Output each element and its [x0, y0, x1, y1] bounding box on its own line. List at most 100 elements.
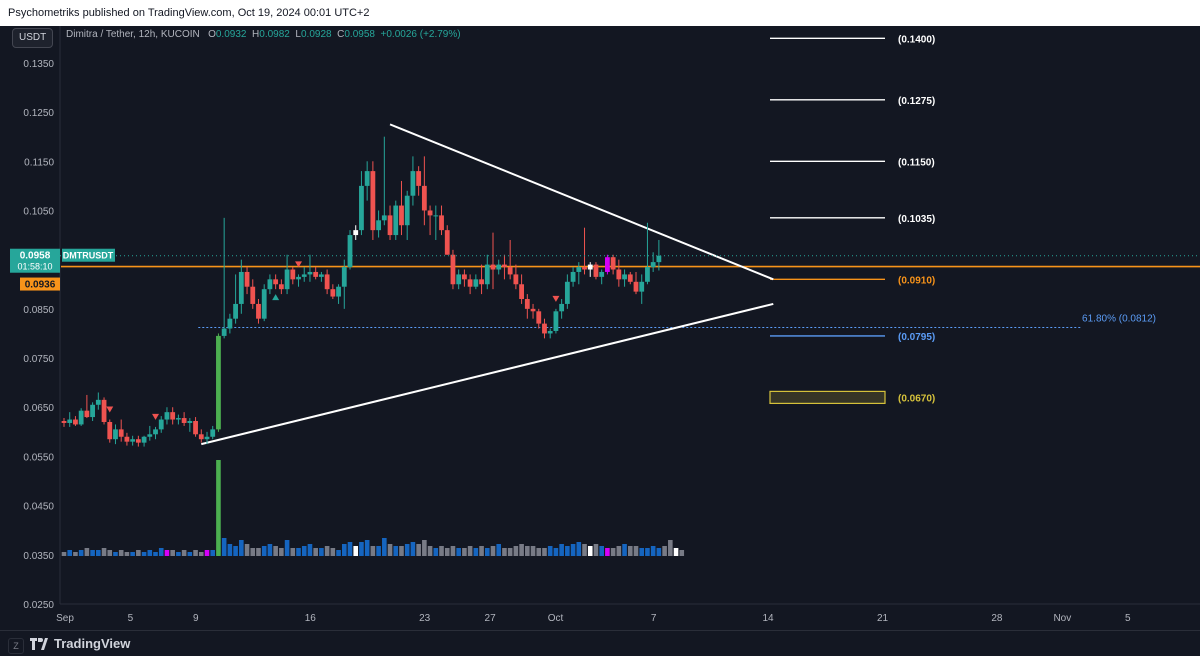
- volume-bar: [164, 550, 170, 556]
- volume-bar: [610, 548, 616, 556]
- candle-body: [227, 318, 233, 329]
- volume-bar: [301, 546, 307, 556]
- volume-bar: [296, 548, 301, 556]
- candle-body: [479, 279, 484, 285]
- volume-bar: [290, 548, 296, 556]
- candle-body: [73, 419, 78, 425]
- candle-body: [336, 286, 341, 297]
- volume-bar: [627, 546, 633, 556]
- target-label: (0.0795): [898, 332, 935, 343]
- candle-body: [370, 171, 376, 231]
- sell-signal-icon: [295, 261, 303, 268]
- candle-body: [530, 308, 536, 312]
- volume-bar: [507, 548, 513, 556]
- sell-signal-icon: [552, 295, 560, 302]
- volume-bar: [359, 542, 364, 556]
- candle-body: [576, 267, 582, 272]
- volume-bar: [633, 546, 639, 556]
- candle-body: [433, 215, 439, 217]
- volume-bar: [233, 546, 238, 556]
- candle-body: [507, 267, 513, 275]
- y-tick-label: 0.0550: [23, 452, 54, 463]
- y-tick-label: 0.1050: [23, 206, 54, 217]
- low-label: L: [295, 29, 301, 40]
- open-label: O: [208, 29, 216, 40]
- tradingview-logo[interactable]: TradingView: [30, 636, 130, 651]
- candle-body: [439, 215, 444, 231]
- volume-bar: [490, 546, 496, 556]
- volume-bar: [399, 546, 404, 556]
- candle-body: [107, 421, 113, 440]
- volume-bar: [376, 546, 381, 556]
- volume-bar: [456, 548, 461, 556]
- volume-bar: [330, 548, 336, 556]
- sell-signal-icon: [152, 413, 160, 420]
- low-value: 0.0928: [300, 29, 332, 40]
- candle-body: [387, 215, 393, 236]
- currency-button[interactable]: USDT: [12, 28, 54, 48]
- volume-bar: [124, 552, 130, 556]
- volume-bar: [559, 544, 564, 556]
- candle-body: [547, 330, 553, 334]
- candle-body: [130, 439, 136, 442]
- volume-bar: [78, 550, 84, 556]
- trendline: [201, 302, 774, 446]
- candle-body: [118, 429, 124, 437]
- candle-body: [250, 286, 256, 304]
- bottom-bar: TradingView: [0, 630, 1200, 656]
- volume-bar: [387, 544, 393, 556]
- volume-bar: [587, 546, 593, 556]
- x-tick-label: Nov: [1053, 613, 1071, 624]
- countdown-timer: 01:58:10: [17, 262, 52, 272]
- volume-bar: [547, 546, 553, 556]
- volume-bar: [565, 546, 570, 556]
- volume-bar: [525, 546, 530, 556]
- candle-body: [153, 429, 158, 435]
- volume-bar: [324, 546, 330, 556]
- candle-body: [633, 281, 639, 292]
- candle-body: [359, 185, 364, 231]
- candle-body: [610, 257, 616, 270]
- candle-body: [341, 267, 347, 287]
- z-button[interactable]: Z: [8, 638, 24, 654]
- high-value: 0.0982: [259, 29, 290, 40]
- volume-bar: [393, 546, 399, 556]
- volume-bar: [170, 550, 175, 556]
- candle-body: [193, 421, 198, 435]
- x-tick-label: 7: [651, 613, 657, 624]
- volume-bar: [273, 546, 278, 556]
- volume-bar: [599, 546, 604, 556]
- candle-body: [582, 267, 587, 270]
- volume-bar: [679, 550, 685, 556]
- x-tick-label: 23: [419, 613, 431, 624]
- candle-body: [650, 262, 656, 268]
- volume-bar: [347, 542, 353, 556]
- tradingview-logo-icon: [30, 637, 48, 650]
- volume-bar: [136, 550, 141, 556]
- volume-bar: [444, 548, 450, 556]
- target-label: (0.1150): [898, 157, 935, 168]
- candle-body: [616, 269, 622, 280]
- candle-body: [290, 269, 296, 280]
- candle-body: [233, 303, 238, 319]
- volume-bar: [181, 550, 187, 556]
- volume-bar: [462, 548, 467, 556]
- y-tick-label: 0.0450: [23, 502, 54, 513]
- volume-bar: [244, 544, 250, 556]
- target-box: [769, 390, 886, 404]
- candle-body: [113, 429, 118, 440]
- open-value: 0.0932: [215, 29, 247, 40]
- candle-body: [101, 399, 107, 422]
- candle-body: [353, 230, 359, 236]
- volume-bar: [284, 540, 290, 556]
- volume-bar: [256, 548, 261, 556]
- volume-bar: [433, 548, 439, 556]
- volume-bar: [427, 546, 433, 556]
- volume-bar: [336, 550, 341, 556]
- volume-bar: [473, 548, 479, 556]
- volume-bar: [198, 552, 204, 556]
- y-tick-label: 0.1250: [23, 108, 54, 119]
- candle-body: [456, 274, 462, 285]
- candle-body: [221, 328, 227, 336]
